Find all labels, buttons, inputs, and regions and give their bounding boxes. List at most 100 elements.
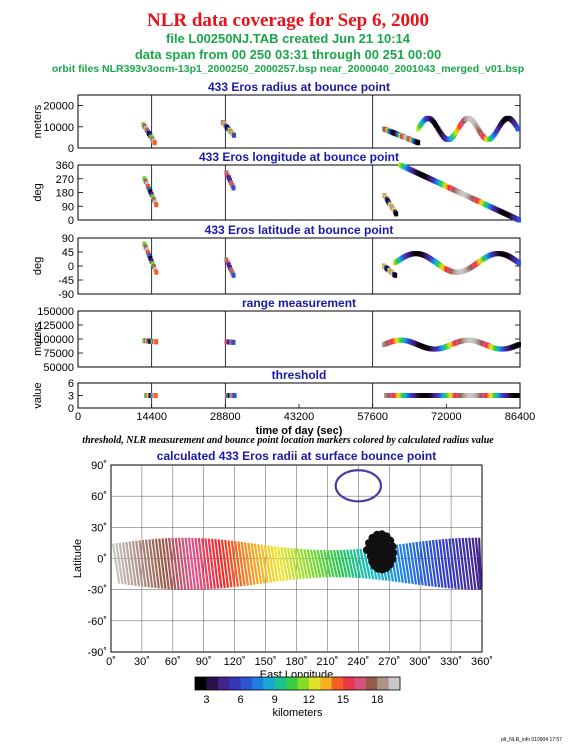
- colorbar-swatch: [251, 677, 264, 690]
- map-x-tick-label: 240˚: [347, 656, 369, 668]
- panel-5: threshold value 036: [32, 368, 521, 415]
- panel-title: range measurement: [242, 296, 356, 310]
- data-point: [230, 182, 235, 188]
- colorbar-swatch: [365, 677, 378, 690]
- bounce-track: [148, 539, 157, 589]
- data-point: [144, 247, 149, 253]
- bounce-track: [326, 549, 335, 578]
- map-x-tick-label: 0˚: [106, 656, 116, 668]
- data-point: [393, 272, 398, 278]
- data-point: [225, 259, 230, 265]
- map-y-tick-label: 30˚: [91, 522, 107, 534]
- colorbar-swatch: [229, 677, 242, 690]
- bounce-track: [464, 537, 474, 590]
- data-point: [153, 266, 158, 272]
- map-y-tick-label: 90˚: [91, 460, 107, 472]
- data-series: [224, 339, 236, 345]
- bounce-point: [363, 546, 372, 555]
- bounce-track: [230, 540, 240, 587]
- colorbar: 3 6 9 12 15 18 kilometers: [194, 676, 401, 719]
- bounce-point: [364, 539, 373, 548]
- bounce-track: [151, 538, 160, 589]
- data-point: [149, 191, 154, 197]
- bounce-track: [296, 548, 305, 579]
- colorbar-tick-label: 18: [371, 694, 383, 706]
- data-point: [146, 250, 151, 256]
- data-point: [224, 170, 229, 176]
- colorbar-label: kilometers: [272, 707, 323, 719]
- bounce-track: [471, 537, 480, 590]
- y-tick-label: 10000: [43, 122, 74, 134]
- figure-caption: threshold, NLR measurement and bounce po…: [82, 435, 494, 446]
- data-point: [516, 260, 521, 266]
- bounce-track: [243, 542, 253, 586]
- colorbar-swatch: [331, 677, 344, 690]
- y-axis-label: meters: [32, 104, 44, 138]
- bounce-track: [309, 549, 319, 578]
- bounce-track: [138, 540, 147, 588]
- data-point: [144, 181, 149, 187]
- bounce-track: [398, 544, 408, 584]
- data-point: [154, 269, 159, 275]
- bounce-track: [418, 541, 428, 586]
- bounce-track: [171, 537, 180, 590]
- bounce-track: [316, 549, 325, 578]
- map-x-tick-label: 30˚: [134, 656, 150, 668]
- bounce-track: [425, 540, 434, 587]
- bounce-track: [438, 539, 447, 589]
- bounce-track: [197, 537, 207, 590]
- map-y-tick-label: -90˚: [87, 647, 107, 659]
- x-tick-label: 86400: [505, 411, 536, 423]
- bounce-track: [313, 549, 322, 578]
- data-point: [232, 393, 237, 398]
- map-title: calculated 433 Eros radii at surface bou…: [157, 449, 436, 463]
- bounce-track: [441, 539, 451, 589]
- data-point: [146, 184, 151, 190]
- data-point: [230, 270, 235, 276]
- bounce-track: [342, 549, 352, 578]
- bounce-track: [194, 537, 203, 590]
- colorbar-tick-label: 9: [272, 694, 278, 706]
- bounce-track: [412, 542, 421, 586]
- bounce-track: [448, 538, 457, 589]
- map-y-tick-label: 60˚: [91, 491, 107, 503]
- data-point: [143, 178, 148, 184]
- bounce-track: [332, 549, 342, 578]
- bounce-track: [299, 548, 309, 579]
- colorbar-frame: [194, 676, 401, 691]
- data-point: [147, 186, 152, 192]
- bounce-track: [352, 549, 362, 579]
- bounce-track: [240, 541, 249, 586]
- panel-title: 433 Eros radius at bounce point: [208, 80, 390, 94]
- bounce-track: [270, 545, 279, 582]
- map-x-tick-label: 60˚: [165, 656, 181, 668]
- bounce-track: [128, 541, 137, 587]
- bounce-track: [210, 538, 220, 589]
- map-y-tick-label: -30˚: [87, 585, 107, 597]
- bounce-track: [141, 539, 151, 588]
- data-span-line: data span from 00 250 03:31 through 00 2…: [134, 47, 442, 62]
- data-series: [383, 393, 520, 398]
- y-tick-label: 150000: [37, 306, 74, 318]
- data-point: [148, 255, 153, 261]
- data-point: [151, 264, 156, 270]
- bounce-track: [346, 549, 355, 578]
- y-tick-label: 90: [62, 233, 74, 245]
- bounce-track: [359, 548, 368, 579]
- bounce-track: [283, 547, 292, 581]
- bounce-track: [158, 538, 167, 589]
- data-point: [231, 339, 236, 345]
- data-point: [154, 202, 159, 208]
- bounce-track: [286, 547, 296, 580]
- colorbar-swatch: [263, 677, 276, 690]
- map-data: [111, 469, 483, 590]
- y-tick-label: 50000: [43, 362, 74, 374]
- bounce-track: [161, 538, 170, 590]
- bounce-track: [227, 540, 236, 588]
- data-point: [226, 175, 231, 181]
- bounce-track: [168, 537, 177, 590]
- panel-title: 433 Eros latitude at bounce point: [205, 223, 394, 237]
- colorbar-swatch: [206, 677, 219, 690]
- bounce-track: [154, 538, 164, 589]
- panel-title: 433 Eros longitude at bounce point: [199, 150, 399, 164]
